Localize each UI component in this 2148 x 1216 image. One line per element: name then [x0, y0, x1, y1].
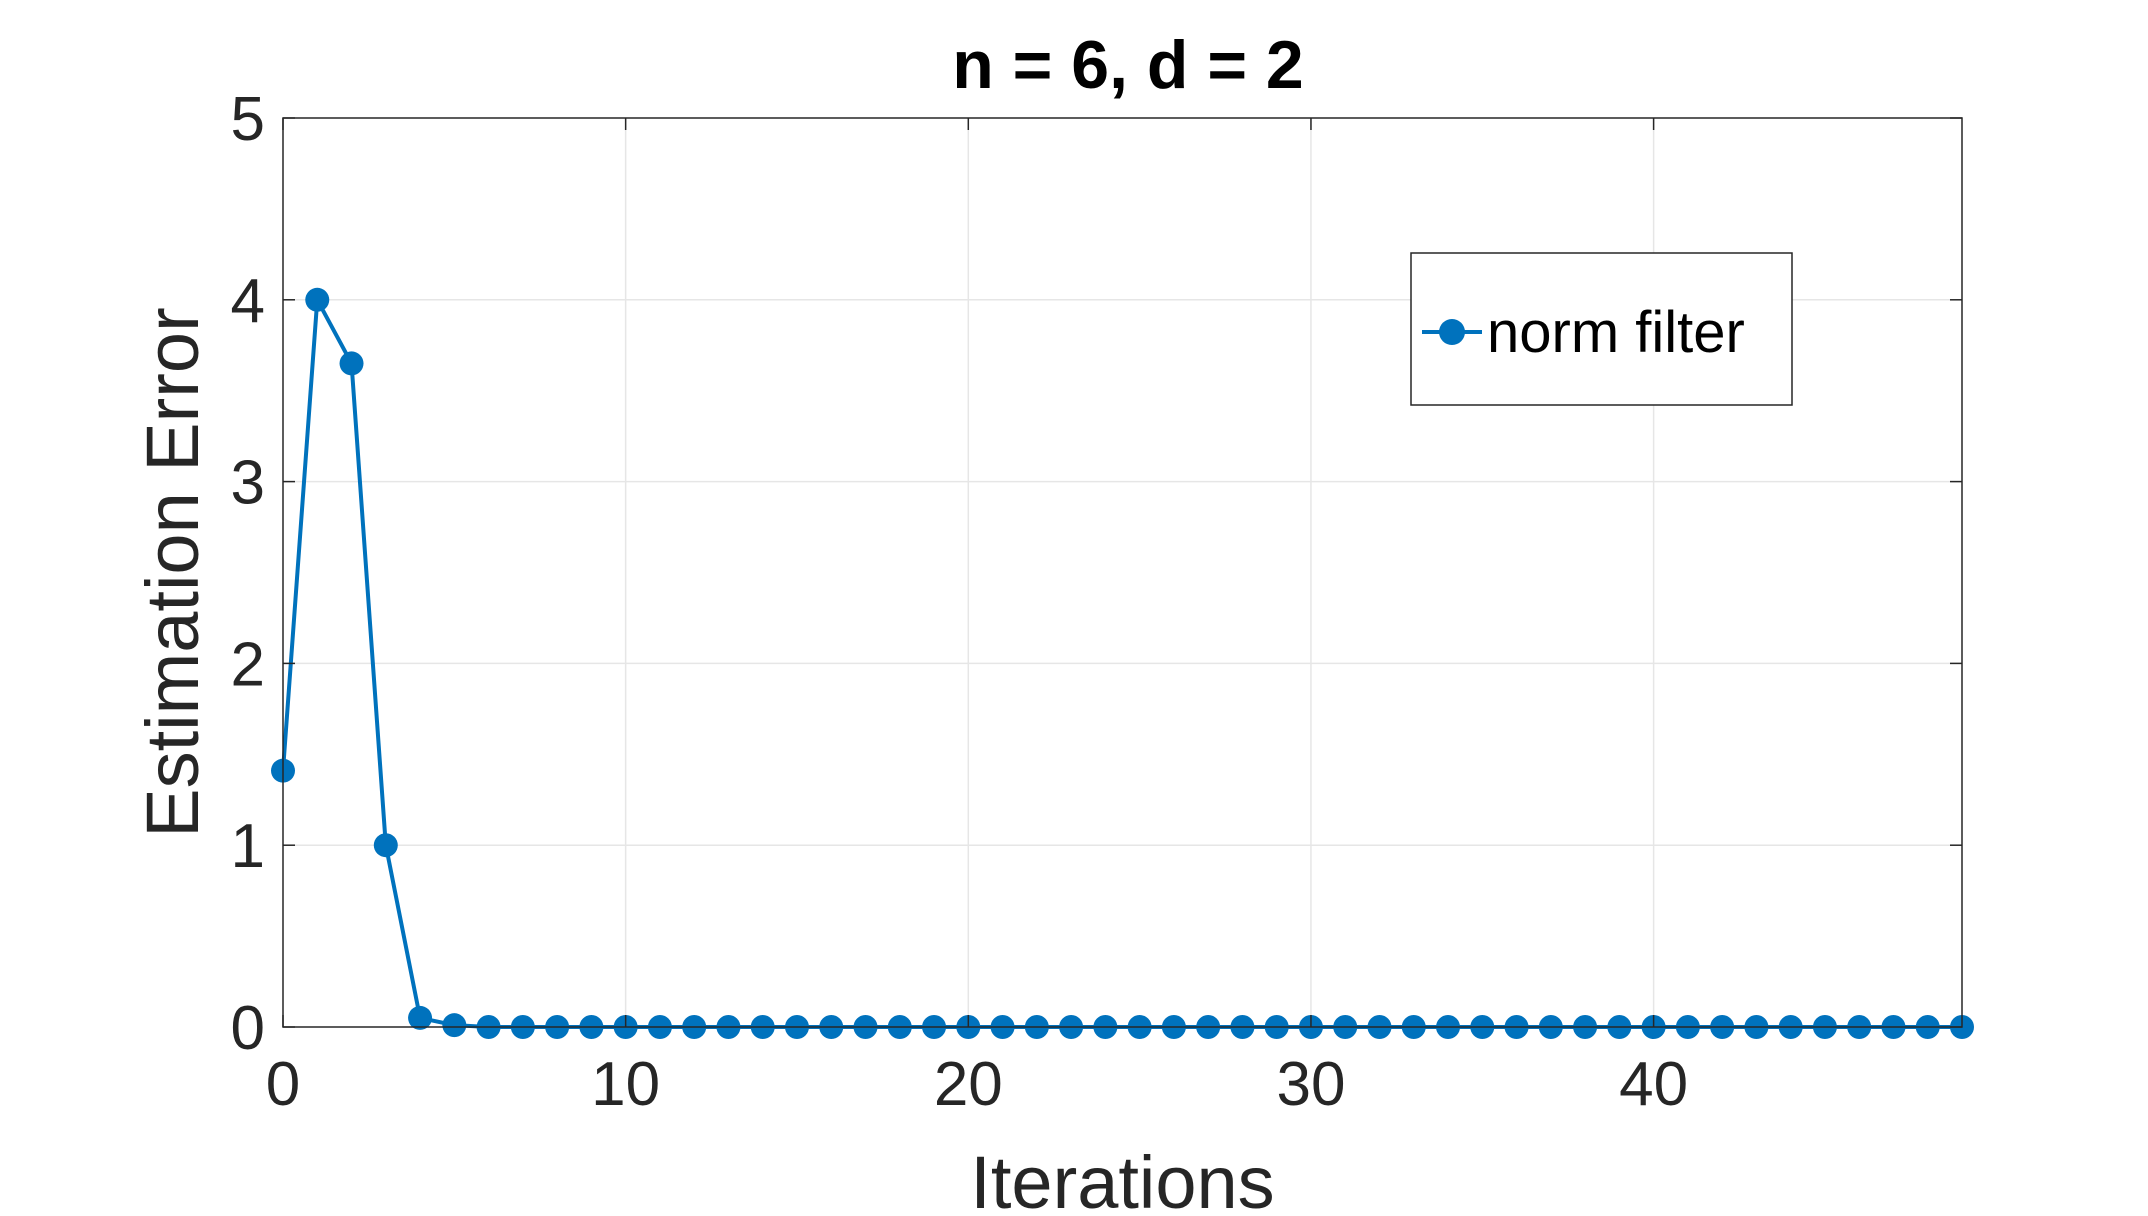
legend: norm filter	[1410, 252, 1793, 406]
x-axis-label: Iterations	[970, 1141, 1274, 1216]
legend-label: norm filter	[1487, 300, 1745, 365]
x-tick-label: 0	[266, 1050, 300, 1119]
y-tick-label: 0	[231, 994, 265, 1063]
chart-title: n = 6, d = 2	[952, 27, 1304, 103]
x-tick-label: 10	[591, 1050, 660, 1119]
data-point	[373, 833, 398, 858]
data-point	[442, 1013, 467, 1038]
data-point	[305, 287, 330, 312]
axes-box	[282, 117, 1963, 1028]
legend-marker-icon	[1439, 319, 1465, 345]
y-tick-label: 3	[231, 449, 265, 518]
data-point	[408, 1005, 433, 1030]
y-tick-label: 5	[231, 85, 265, 154]
y-tick-label: 2	[231, 630, 265, 699]
axis-ticks	[282, 117, 1962, 1028]
y-axis-label: Estimation Error	[131, 307, 214, 837]
x-tick-label: 30	[1276, 1050, 1345, 1119]
legend-box	[1410, 252, 1793, 406]
x-tick-label: 40	[1619, 1050, 1688, 1119]
y-tick-label: 1	[231, 812, 265, 881]
data-point	[339, 351, 364, 376]
x-tick-label: 20	[934, 1050, 1003, 1119]
y-tick-label: 4	[231, 267, 265, 336]
tick-labels: 0 10 20 30 40 0 1 2 3 4 5	[231, 85, 1689, 1119]
